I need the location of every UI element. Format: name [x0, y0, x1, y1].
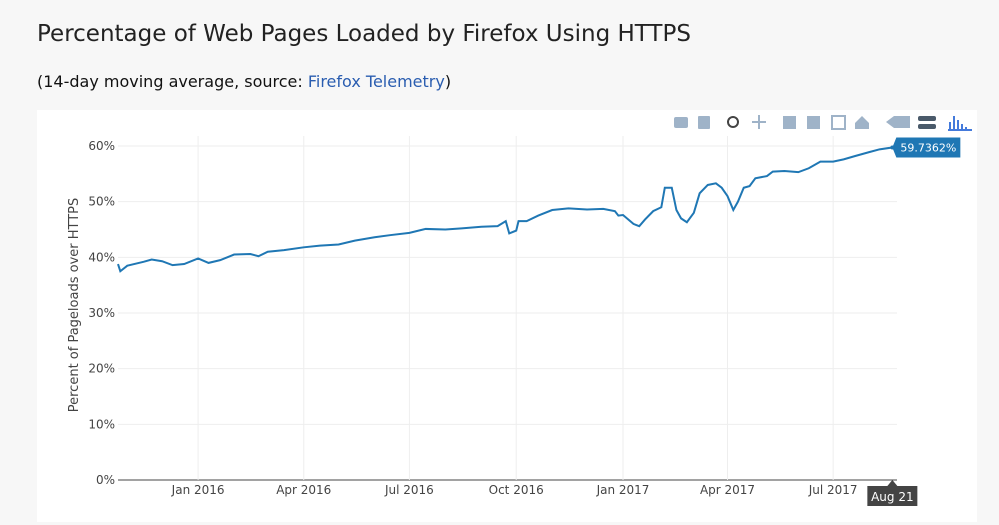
x-tick-label: Oct 2016 [489, 483, 544, 497]
zoom-out-button[interactable] [807, 116, 820, 129]
y-axis-label: Percent of Pageloads over HTTPS [67, 198, 82, 413]
subtitle: (14-day moving average, source: Firefox … [37, 72, 451, 91]
modebar [674, 115, 972, 131]
autoscale-button[interactable] [831, 115, 846, 130]
hover-x-label: Aug 21 [871, 490, 914, 504]
plotly-logo[interactable] [948, 116, 972, 131]
reset-button[interactable] [855, 116, 869, 129]
hover-value: 59.7362% [900, 141, 956, 154]
hover-compare-button[interactable] [918, 116, 936, 121]
x-tick-label: Jul 2016 [384, 483, 434, 497]
hover-point [890, 145, 895, 150]
hover-closest-button[interactable] [886, 116, 910, 128]
subtitle-text: (14-day moving average, source: [37, 72, 308, 91]
plot-background [37, 110, 977, 522]
x-tick-label: Jul 2017 [808, 483, 858, 497]
zoom-in-button[interactable] [783, 116, 796, 129]
y-tick-label: 50% [88, 195, 115, 209]
hover-compare-button[interactable] [918, 124, 936, 129]
camera-button[interactable] [674, 117, 688, 128]
telemetry-link[interactable]: Firefox Telemetry [307, 72, 445, 91]
y-tick-label: 0% [96, 473, 115, 487]
x-tick-label: Apr 2016 [276, 483, 331, 497]
y-tick-label: 60% [88, 139, 115, 153]
subtitle-text: ) [444, 72, 452, 91]
x-tick-label: Jan 2016 [171, 483, 225, 497]
x-tick-label: Apr 2017 [700, 483, 755, 497]
hover-x-box [867, 480, 918, 506]
pan-button[interactable] [752, 115, 766, 129]
y-tick-label: 30% [88, 306, 115, 320]
save-button[interactable] [698, 116, 710, 129]
page-title: Percentage of Web Pages Loaded by Firefo… [37, 21, 691, 47]
y-tick-label: 40% [88, 250, 115, 264]
x-tick-label: Jan 2017 [596, 483, 650, 497]
hover-box [892, 137, 961, 158]
y-tick-label: 10% [88, 417, 115, 431]
hover-label: 59.7362% [892, 137, 961, 158]
data-line [117, 146, 893, 273]
y-tick-label: 20% [88, 362, 115, 376]
zoom-button[interactable] [727, 116, 739, 128]
